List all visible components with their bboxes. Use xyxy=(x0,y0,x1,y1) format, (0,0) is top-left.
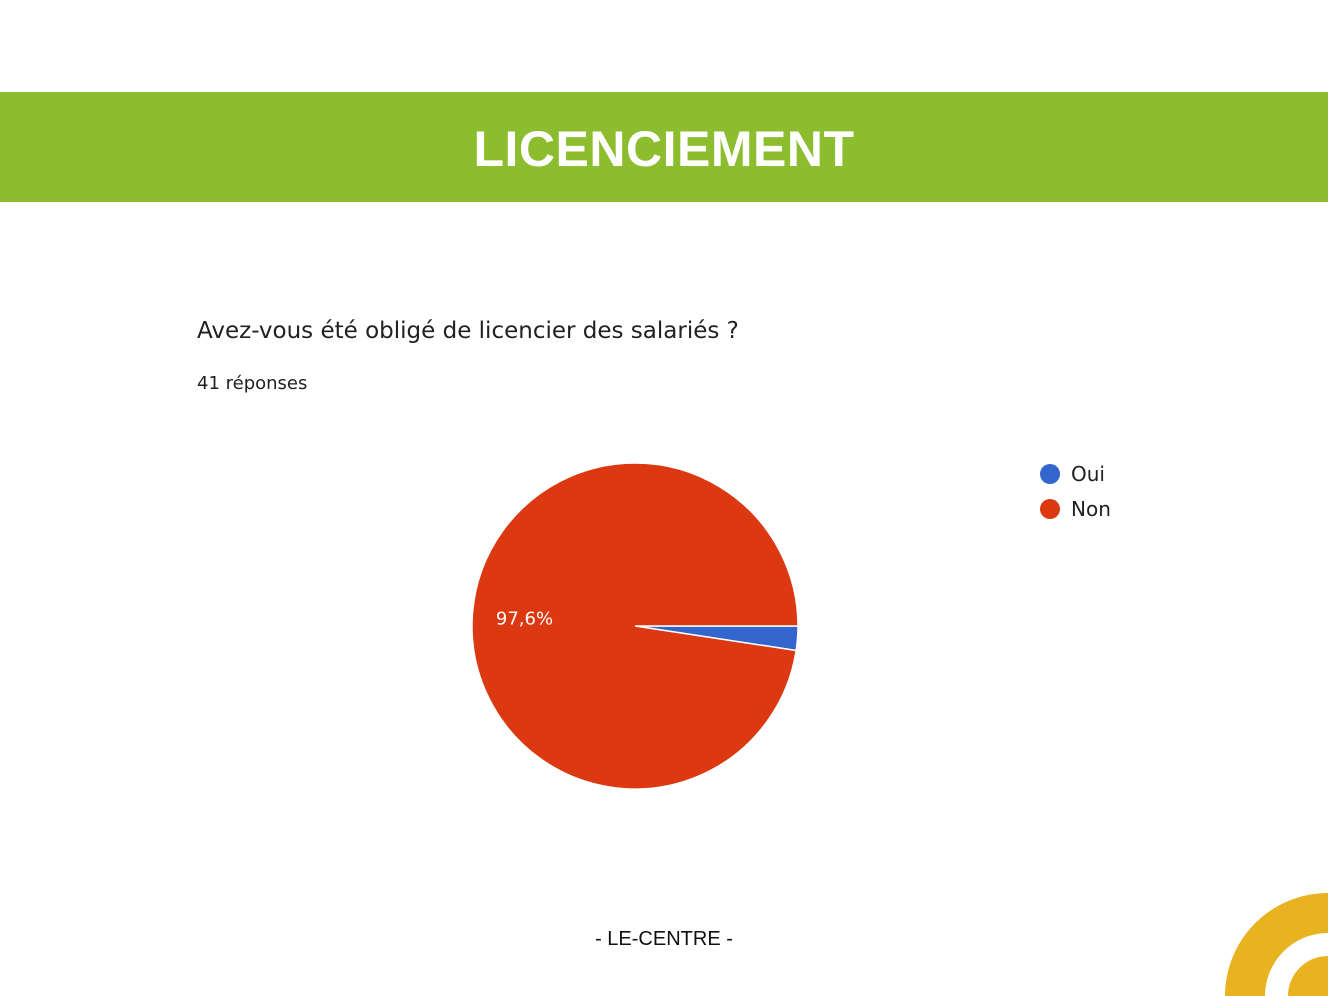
footer-text: - LE-CENTRE - xyxy=(595,928,733,950)
data-label-non: 97,6% xyxy=(496,609,553,630)
pie-slice-non xyxy=(471,462,799,790)
page-title: LICENCIEMENT xyxy=(473,121,855,177)
chart-subtitle: 41 réponses xyxy=(197,373,308,394)
legend-marker-non xyxy=(1040,499,1060,519)
logo-arc-outer xyxy=(1225,893,1328,996)
chart-title: Avez-vous été obligé de licencier des sa… xyxy=(197,318,739,344)
legend-label-oui: Oui xyxy=(1071,462,1105,486)
title-banner: LICENCIEMENT xyxy=(0,92,1328,202)
logo-arc-inner xyxy=(1288,956,1328,996)
legend-label-non: Non xyxy=(1071,497,1111,521)
legend-marker-oui xyxy=(1040,464,1060,484)
